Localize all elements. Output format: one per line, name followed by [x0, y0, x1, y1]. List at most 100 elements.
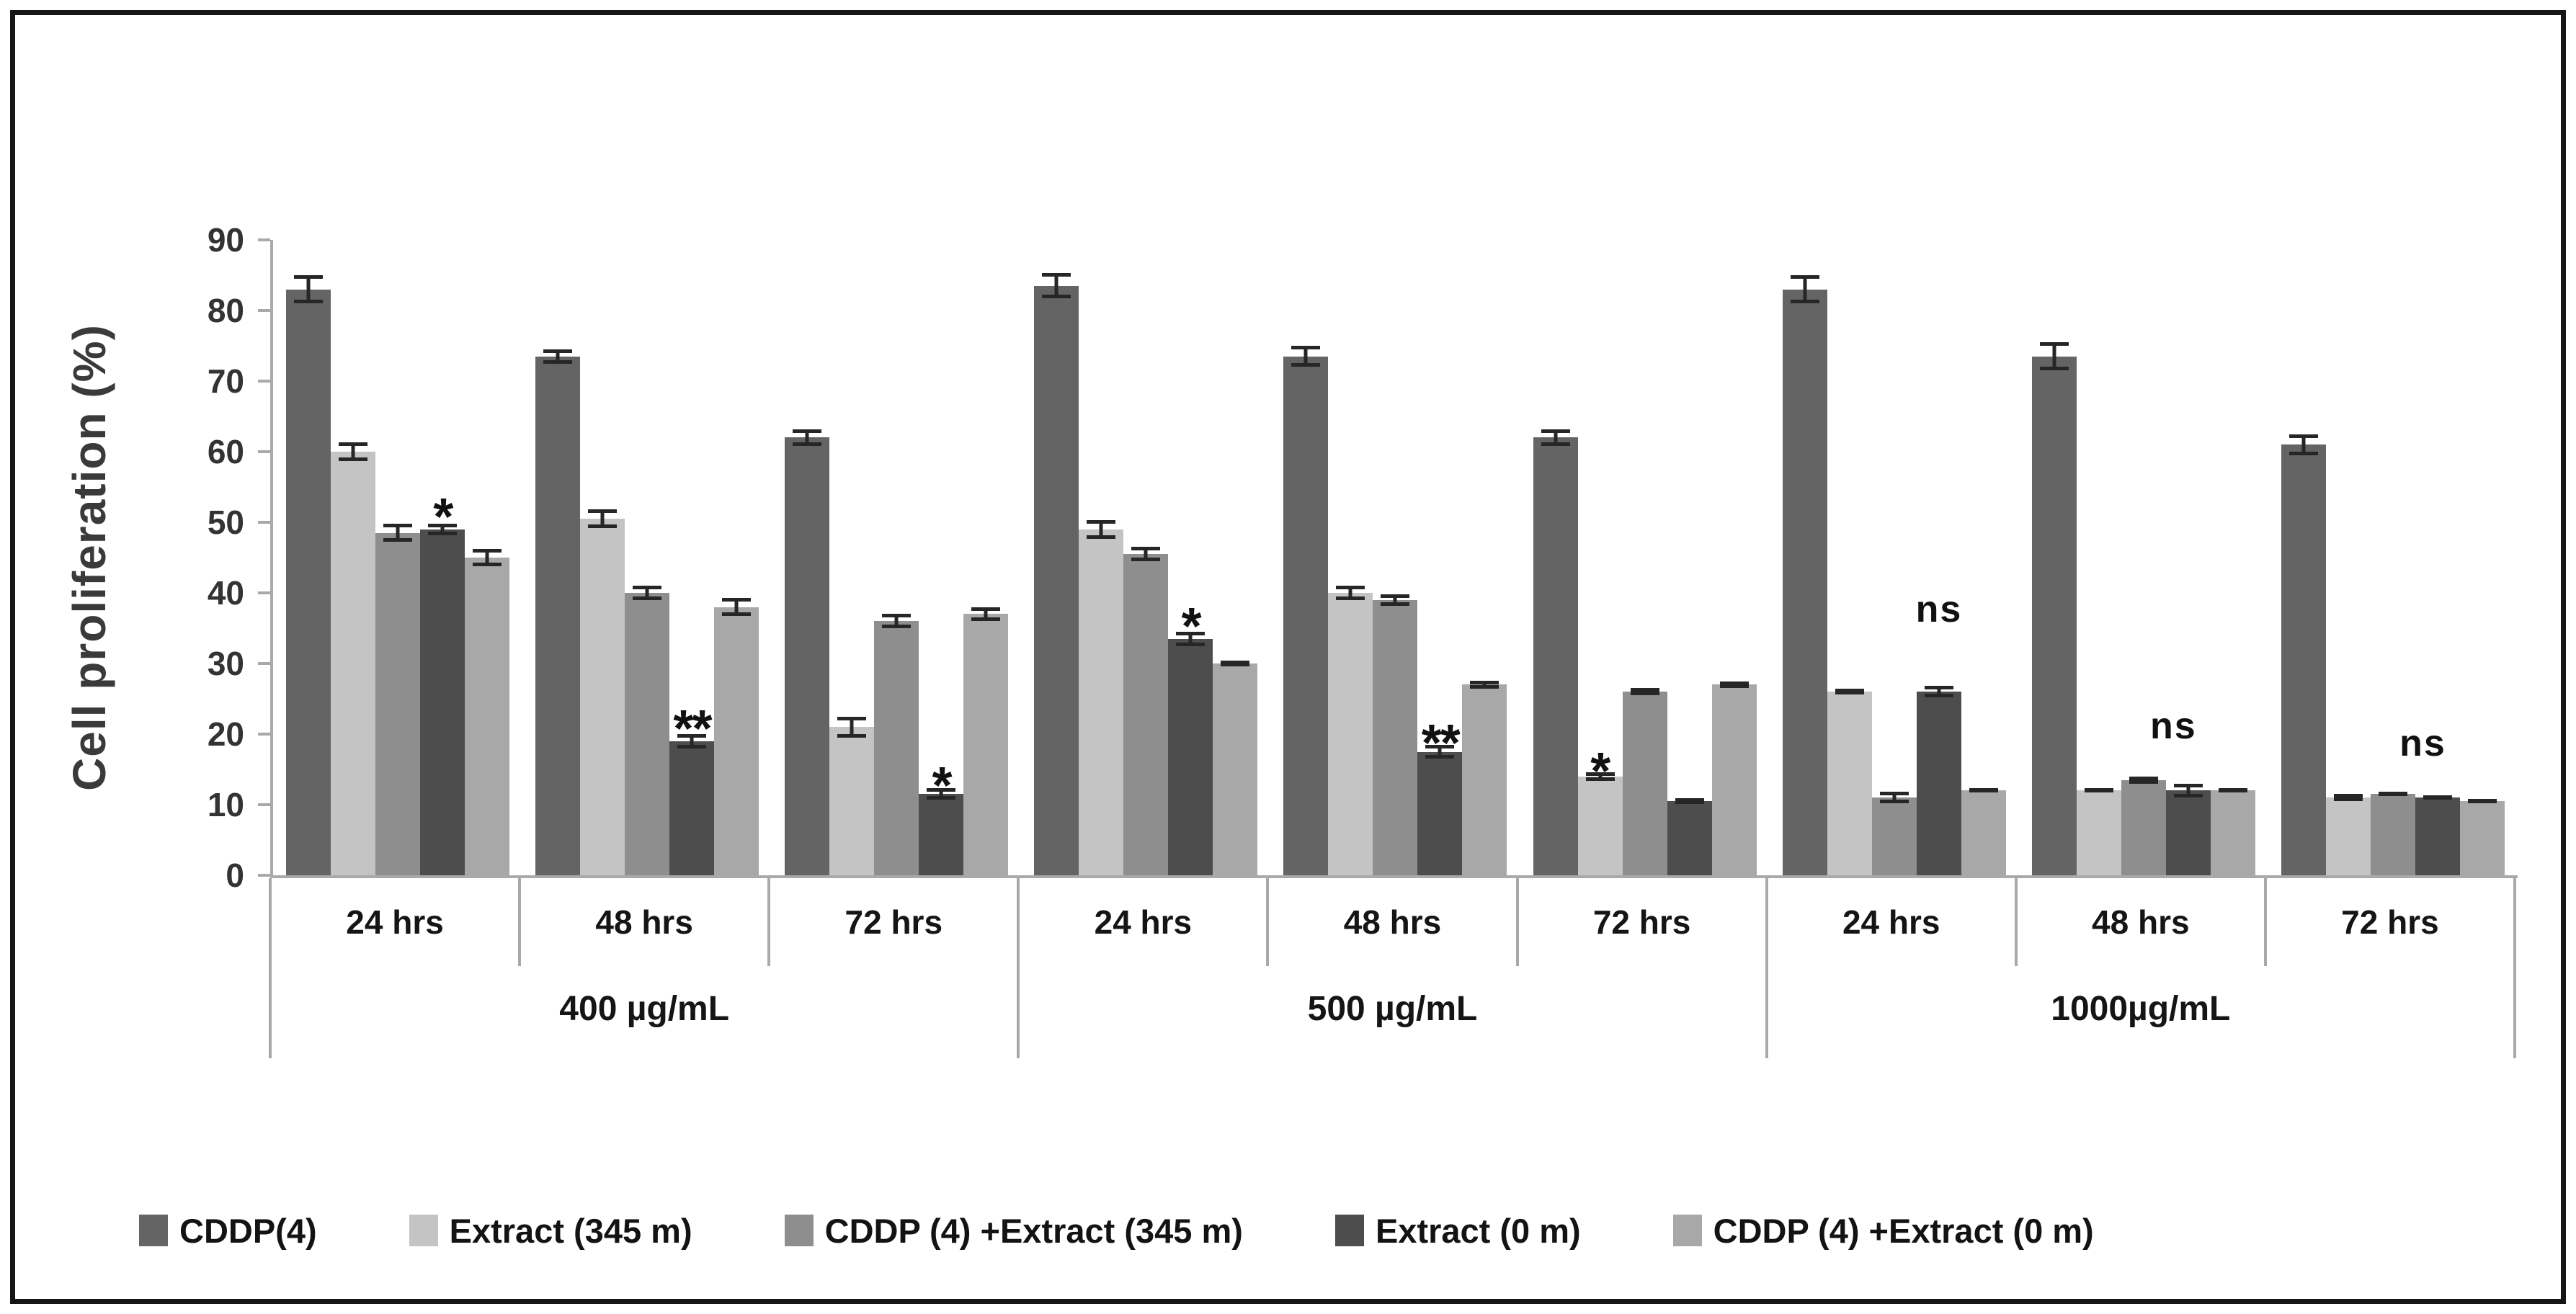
bar [1711, 681, 1757, 875]
error-bar [543, 349, 573, 364]
error-bar-line [1188, 631, 1193, 646]
error-bar [2378, 792, 2407, 797]
error-bar [722, 597, 752, 617]
error-bar [1291, 346, 1321, 367]
bar [2121, 776, 2166, 875]
bar [1622, 688, 1667, 875]
error-bar-line [1732, 681, 1737, 689]
error-bar-line [1803, 275, 1807, 304]
significance-label: ** [1421, 715, 1461, 773]
bar [1667, 798, 1712, 875]
time-label: 48 hrs [595, 903, 693, 941]
significance-label: ns [2150, 705, 2197, 747]
error-bar-line [2435, 795, 2440, 800]
category-separator [1266, 878, 1270, 966]
bar [669, 734, 715, 875]
error-bar-line [1643, 688, 1647, 696]
y-axis-title-wrap: Cell proliferation (%) [35, 240, 143, 875]
y-tick-label: 10 [207, 786, 244, 823]
error-bar [1924, 686, 1953, 698]
time-label: 72 hrs [2341, 903, 2439, 941]
y-tick-label: 40 [207, 574, 244, 612]
bar-group: ns [2019, 240, 2268, 875]
error-bar [1790, 275, 1819, 304]
time-label: 24 hrs [1094, 903, 1193, 941]
error-bar [1879, 792, 1909, 804]
legend-label: CDDP (4) +Extract (0 m) [1713, 1211, 2094, 1250]
legend-label: Extract (345 m) [449, 1211, 692, 1250]
legend-marker [139, 1215, 168, 1246]
error-bar [1221, 661, 1250, 666]
error-bar-line [939, 788, 943, 800]
y-tick-label: 50 [207, 504, 244, 541]
error-bar [2467, 799, 2497, 804]
error-bar [971, 607, 1001, 622]
error-bar [793, 429, 822, 447]
error-bar-line [645, 586, 649, 600]
bar [1213, 661, 1258, 875]
error-bar [1381, 594, 1410, 606]
legend-marker [1672, 1215, 1702, 1246]
error-bar [677, 734, 707, 748]
error-bar-line [894, 614, 899, 628]
bar [963, 607, 1009, 875]
time-label: 72 hrs [844, 903, 943, 941]
bar [2459, 799, 2505, 875]
time-label: 48 hrs [2092, 903, 2190, 941]
bar [714, 597, 759, 875]
error-bar-line [2186, 783, 2191, 798]
bar [1168, 631, 1213, 875]
legend-marker [784, 1215, 814, 1246]
error-bar [1087, 520, 1116, 540]
error-bar-line [306, 275, 311, 304]
bar-groups: * ** * * ** * ns ns ns [273, 240, 2518, 875]
bar-group: ** [522, 240, 772, 875]
error-bar [588, 509, 618, 529]
error-bar-line [2391, 792, 2395, 797]
bar [465, 549, 510, 875]
error-bar [927, 788, 956, 800]
plot-area: * ** * * ** * ns ns ns [258, 238, 2518, 878]
error-bar [1969, 788, 1998, 793]
error-bar-line [1099, 520, 1103, 539]
y-tick-label: 30 [207, 645, 244, 682]
category-axis: 24 hrs 48 hrs 72 hrs 24 hrs 48 hrs 72 hrs 24 h… [269, 878, 2516, 1058]
error-bar-line [734, 597, 739, 617]
significance-label: * [1181, 598, 1202, 656]
bar [785, 429, 830, 875]
time-label: 72 hrs [1592, 903, 1691, 941]
error-bar-line [1438, 744, 1442, 759]
bar [580, 509, 625, 875]
error-bar [2423, 795, 2452, 800]
figure-frame: Cell proliferation (%) * ** * * ** * ns ns ns 24… [10, 10, 2566, 1304]
error-bar [1176, 631, 1205, 646]
bar [2325, 794, 2371, 875]
y-tick [258, 874, 270, 877]
bar [1827, 689, 1872, 875]
bar [2076, 788, 2121, 875]
error-bar [1336, 586, 1365, 600]
y-tick-label: 0 [226, 857, 244, 894]
bar [1533, 429, 1578, 875]
y-tick [258, 662, 270, 666]
error-bar-line [1482, 680, 1487, 689]
category-separator [1515, 878, 1519, 966]
error-bar-line [805, 429, 809, 447]
bar [420, 523, 465, 875]
error-bar-line [2097, 788, 2101, 793]
significance-label: * [433, 488, 453, 547]
y-tick [258, 591, 270, 595]
error-bar [1131, 547, 1161, 561]
time-label: 48 hrs [1343, 903, 1442, 941]
error-bar-line [600, 509, 605, 528]
error-bar [2288, 434, 2318, 456]
error-bar-line [556, 349, 560, 364]
y-axis-title: Cell proliferation (%) [63, 324, 115, 791]
significance-label: * [1590, 743, 1610, 801]
error-bar-line [440, 523, 445, 535]
time-label: 24 hrs [346, 903, 444, 941]
bar [535, 349, 581, 875]
time-label: 24 hrs [1842, 903, 1940, 941]
bar-group: * [772, 240, 1021, 875]
category-separator [269, 878, 272, 1058]
